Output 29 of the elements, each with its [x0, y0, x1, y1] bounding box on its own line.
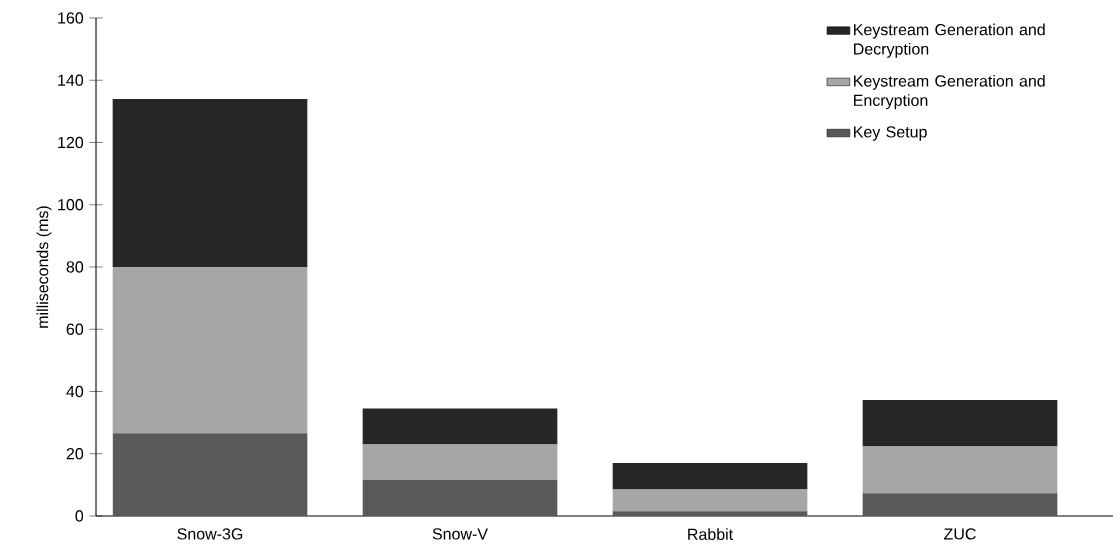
bar — [612, 489, 808, 512]
y-tick-label: 100 — [58, 199, 84, 211]
x-tick-label: Snow-3G — [177, 528, 243, 540]
y-tick-label: 0 — [75, 510, 84, 522]
y-axis-title: milliseconds (ms) — [36, 206, 52, 328]
x-tick-label: Snow-V — [432, 528, 488, 540]
y-tick-label: 160 — [58, 12, 84, 24]
x-tick-label: ZUC — [944, 528, 976, 540]
y-tick-label: 20 — [66, 448, 84, 460]
bar — [112, 98, 308, 267]
y-tick-label: 80 — [66, 261, 84, 273]
bar — [362, 444, 558, 480]
bar — [362, 408, 558, 445]
legend-label: Keystream Generation and Encryption — [854, 74, 1045, 110]
bar — [862, 493, 1058, 516]
bar — [362, 479, 558, 516]
legend-label: Keystream Generation and Decryption — [854, 23, 1045, 58]
y-tick-label: 120 — [58, 136, 84, 149]
y-tick-label: 60 — [66, 323, 84, 335]
bar — [112, 266, 308, 434]
legend-label: Key Setup — [854, 126, 927, 141]
bar — [862, 446, 1058, 494]
bar — [612, 463, 808, 490]
y-tick-label: 140 — [58, 74, 84, 86]
x-tick-label: Rabbit — [688, 528, 733, 540]
bar — [112, 433, 308, 516]
bar — [862, 399, 1058, 447]
y-tick-label: 40 — [66, 385, 84, 398]
bar — [612, 511, 808, 516]
